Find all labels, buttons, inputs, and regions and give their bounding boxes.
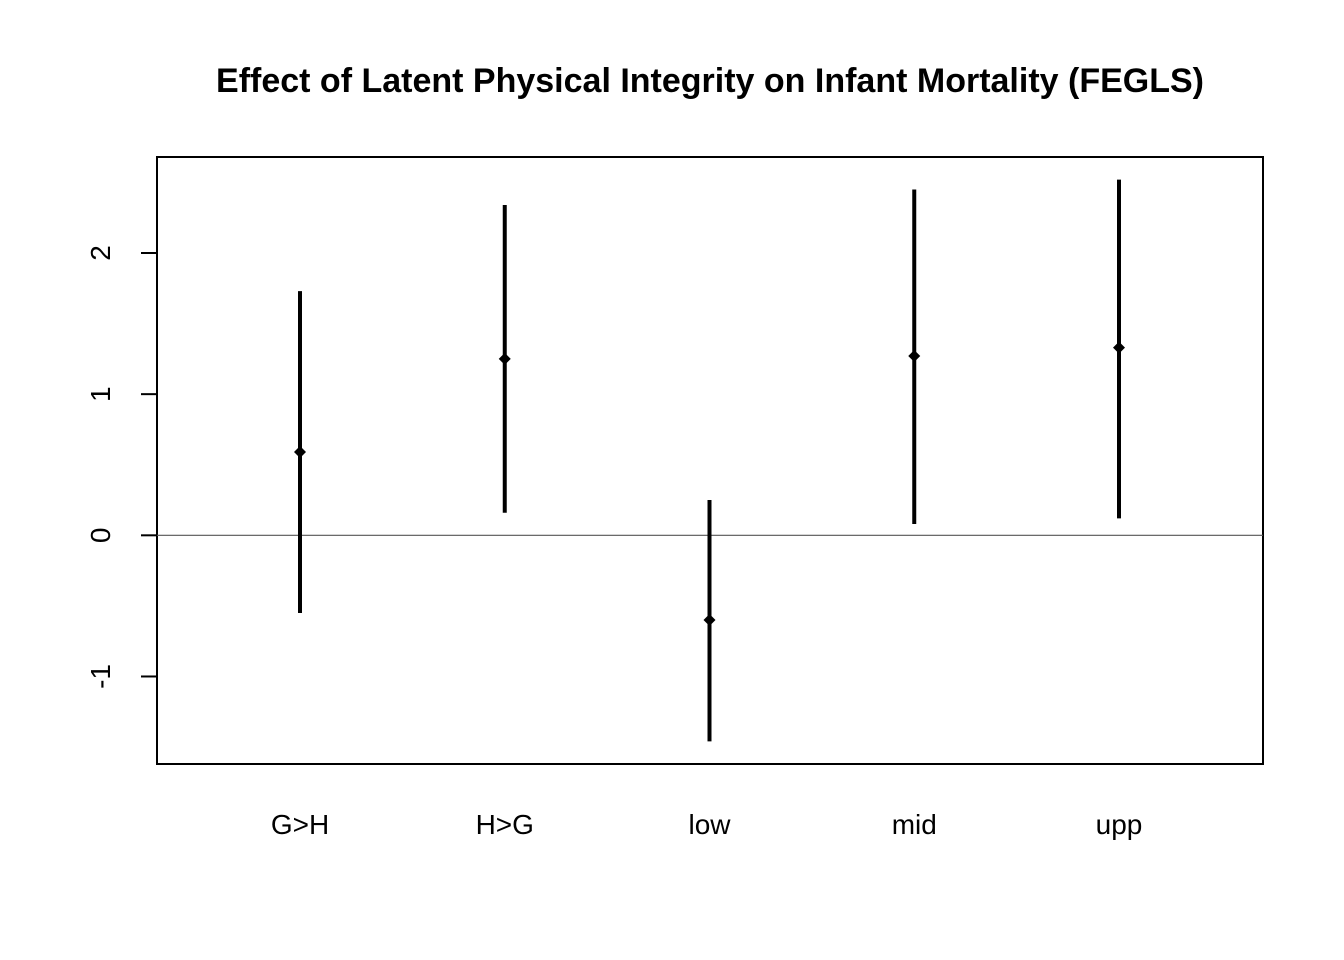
plot-frame <box>156 156 1264 765</box>
point-estimate-H>G <box>498 352 511 365</box>
x-axis: G>H H>G low mid upp <box>271 809 1143 840</box>
point-estimate-low <box>703 614 716 627</box>
y-axis: -1 0 1 2 <box>85 245 157 689</box>
point-estimate-mid <box>908 350 921 363</box>
point-estimate-G>H <box>294 446 306 459</box>
x-tick-label: low <box>688 809 731 840</box>
x-tick-label: G>H <box>271 809 329 840</box>
y-tick-label: -1 <box>85 664 116 689</box>
x-tick-label: H>G <box>476 809 534 840</box>
x-tick-label: mid <box>892 809 937 840</box>
point-estimate-upp <box>1113 341 1125 354</box>
y-tick-label: 0 <box>85 528 116 544</box>
data-marks <box>157 179 1263 742</box>
x-tick-label: upp <box>1096 809 1143 840</box>
y-tick-label: 2 <box>85 245 116 261</box>
chart-title: Effect of Latent Physical Integrity on I… <box>216 62 1204 100</box>
y-tick-label: 1 <box>85 386 116 402</box>
